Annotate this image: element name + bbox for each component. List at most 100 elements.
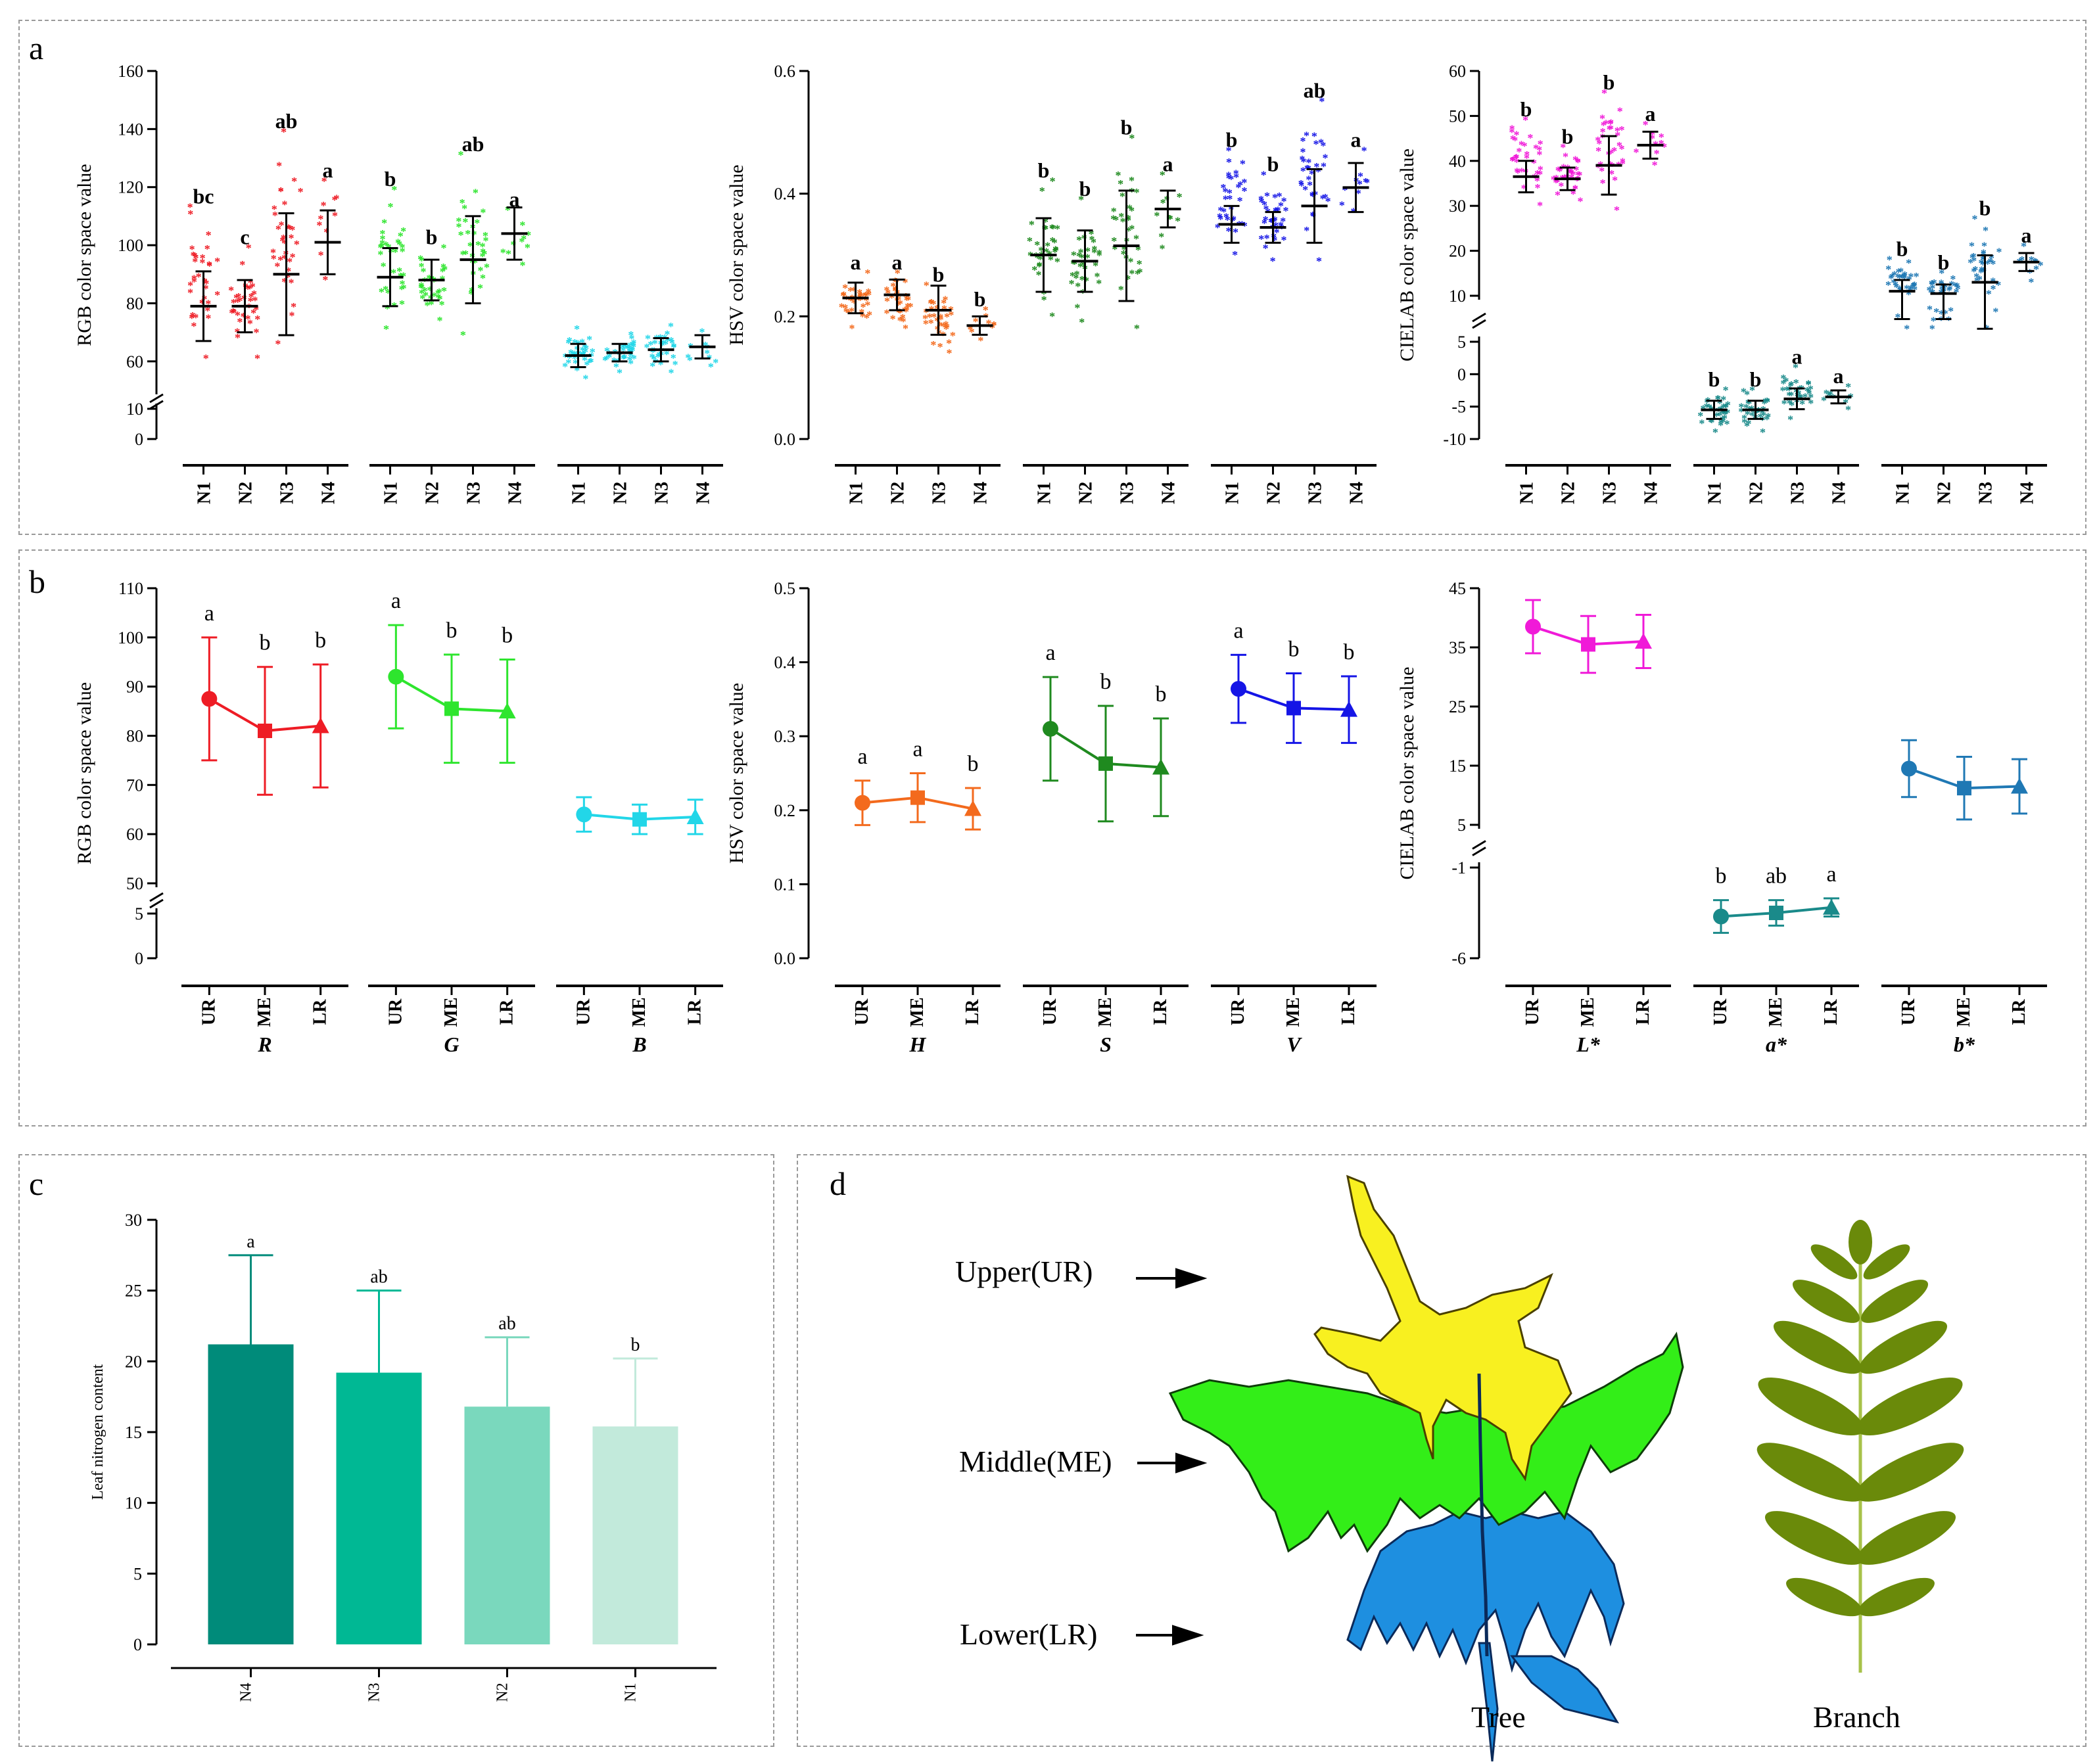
a3-data-point: *	[1718, 416, 1724, 429]
a1-data-point: *	[483, 235, 488, 248]
a1-data-point: *	[278, 185, 284, 198]
b3-y-tick-label: 15	[1449, 756, 1466, 776]
a2-data-point: *	[1074, 301, 1080, 314]
a2-data-point: *	[1223, 210, 1229, 223]
b1-x-tick-label: LR	[310, 999, 331, 1025]
a1-significance-label: a	[323, 158, 333, 182]
a3-data-point: *	[1512, 134, 1518, 147]
a2-data-point: *	[1306, 173, 1311, 186]
a3-data-point: *	[1978, 266, 1984, 279]
a2-data-point: *	[983, 304, 989, 317]
a1-data-point: *	[231, 296, 237, 310]
a2-data-point: *	[1069, 277, 1075, 290]
a1-data-point: *	[477, 264, 483, 277]
a2-x-tick-label: N2	[1264, 482, 1284, 504]
a1-data-point: *	[704, 347, 710, 360]
a1-data-point: *	[281, 232, 287, 245]
a2-data-point: *	[1271, 234, 1277, 247]
a3-data-point: *	[1929, 277, 1935, 290]
a2-data-point: *	[1355, 187, 1361, 200]
a1-data-point: *	[187, 286, 193, 299]
a3-data-point: *	[1939, 277, 1944, 290]
a2-data-point: *	[1043, 216, 1048, 229]
a1-data-point: *	[656, 349, 662, 362]
a2-y-axis-label: HSV color space value	[726, 164, 747, 345]
a2-data-point: *	[1070, 269, 1075, 283]
a2-data-point: *	[1125, 214, 1131, 227]
a2-data-point: *	[842, 302, 848, 315]
a2-data-point: *	[1129, 267, 1135, 281]
a3-data-point: *	[1557, 165, 1563, 178]
b2-data-marker	[1340, 701, 1357, 717]
a1-data-point: *	[579, 336, 585, 349]
a1-data-point: *	[400, 278, 406, 291]
a3-data-point: *	[1756, 405, 1762, 418]
a3-data-point: *	[1714, 409, 1720, 423]
a1-data-point: *	[298, 185, 304, 198]
a2-data-point: *	[1089, 228, 1095, 241]
b1-data-marker	[201, 691, 218, 707]
a3-significance-label: b	[1750, 367, 1762, 391]
a2-data-point: *	[847, 294, 853, 308]
a2-data-point: *	[1313, 160, 1319, 174]
a2-data-point: *	[1217, 204, 1223, 218]
a2-data-point: *	[1072, 258, 1077, 271]
a3-data-point: *	[1514, 151, 1520, 164]
b1-y-tick-label: 50	[126, 874, 143, 893]
b3-x-tick-label: UR	[1522, 998, 1543, 1025]
a2-data-point: *	[892, 285, 898, 298]
a3-data-point: *	[1534, 181, 1540, 195]
a3-data-point: *	[1608, 123, 1614, 136]
b3-data-marker	[1901, 760, 1917, 777]
a3-data-point: *	[1897, 272, 1902, 285]
a2-data-point: *	[903, 290, 909, 304]
c-significance-label: b	[631, 1335, 640, 1355]
b1-significance-label: b	[446, 618, 458, 643]
a3-data-point: *	[1784, 384, 1790, 397]
a1-data-point: *	[278, 185, 284, 198]
a2-data-point: *	[1241, 185, 1247, 198]
a3-data-point: *	[1555, 176, 1561, 189]
a3-x-tick-label: N4	[2017, 482, 2038, 504]
a2-data-point: *	[849, 305, 855, 318]
a1-data-point: *	[239, 258, 245, 271]
a2-data-point: *	[1091, 243, 1097, 256]
a3-data-point: *	[1751, 406, 1756, 419]
a3-data-point: *	[1980, 254, 1986, 267]
a1-data-point: *	[235, 331, 241, 344]
a1-data-point: *	[289, 223, 295, 237]
a1-data-point: *	[272, 209, 278, 222]
a1-data-point: *	[281, 275, 287, 289]
b2-group-label: V	[1286, 1033, 1302, 1056]
c-significance-label: ab	[498, 1314, 515, 1334]
b3-x-tick-label: ME	[1766, 997, 1786, 1027]
a2-data-point: *	[1166, 212, 1172, 225]
a2-data-point: *	[946, 346, 952, 360]
a3-data-point: *	[1901, 272, 1907, 285]
a1-data-point: *	[294, 238, 300, 251]
a3-data-point: *	[1551, 173, 1557, 186]
b3-x-tick-label: LR	[2009, 999, 2029, 1025]
a2-data-point: *	[847, 285, 853, 298]
a2-data-point: *	[1357, 177, 1363, 191]
a3-data-point: *	[1971, 265, 1977, 278]
a1-data-point: *	[383, 239, 389, 252]
a1-data-point: *	[250, 281, 256, 294]
a3-data-point: *	[1912, 283, 1918, 296]
a2-data-point: *	[1096, 277, 1102, 290]
a2-data-point: *	[889, 292, 895, 305]
a2-data-point: *	[1127, 202, 1133, 215]
a1-data-point: *	[658, 358, 664, 371]
a3-data-point: *	[1745, 397, 1751, 410]
a2-x-tick-label: N1	[847, 482, 867, 504]
a1-y-tick-label: 120	[118, 178, 143, 197]
b2-data-marker	[855, 795, 870, 811]
a3-data-point: *	[1574, 174, 1580, 187]
a2-data-point: *	[1079, 251, 1085, 264]
b3-group-label: a*	[1766, 1033, 1787, 1056]
a3-data-point: *	[1996, 245, 2002, 258]
a2-data-point: *	[1043, 246, 1049, 259]
a2-data-point: *	[900, 312, 906, 325]
a2-data-point: *	[1052, 237, 1058, 250]
panel-label-d: d	[830, 1165, 846, 1202]
